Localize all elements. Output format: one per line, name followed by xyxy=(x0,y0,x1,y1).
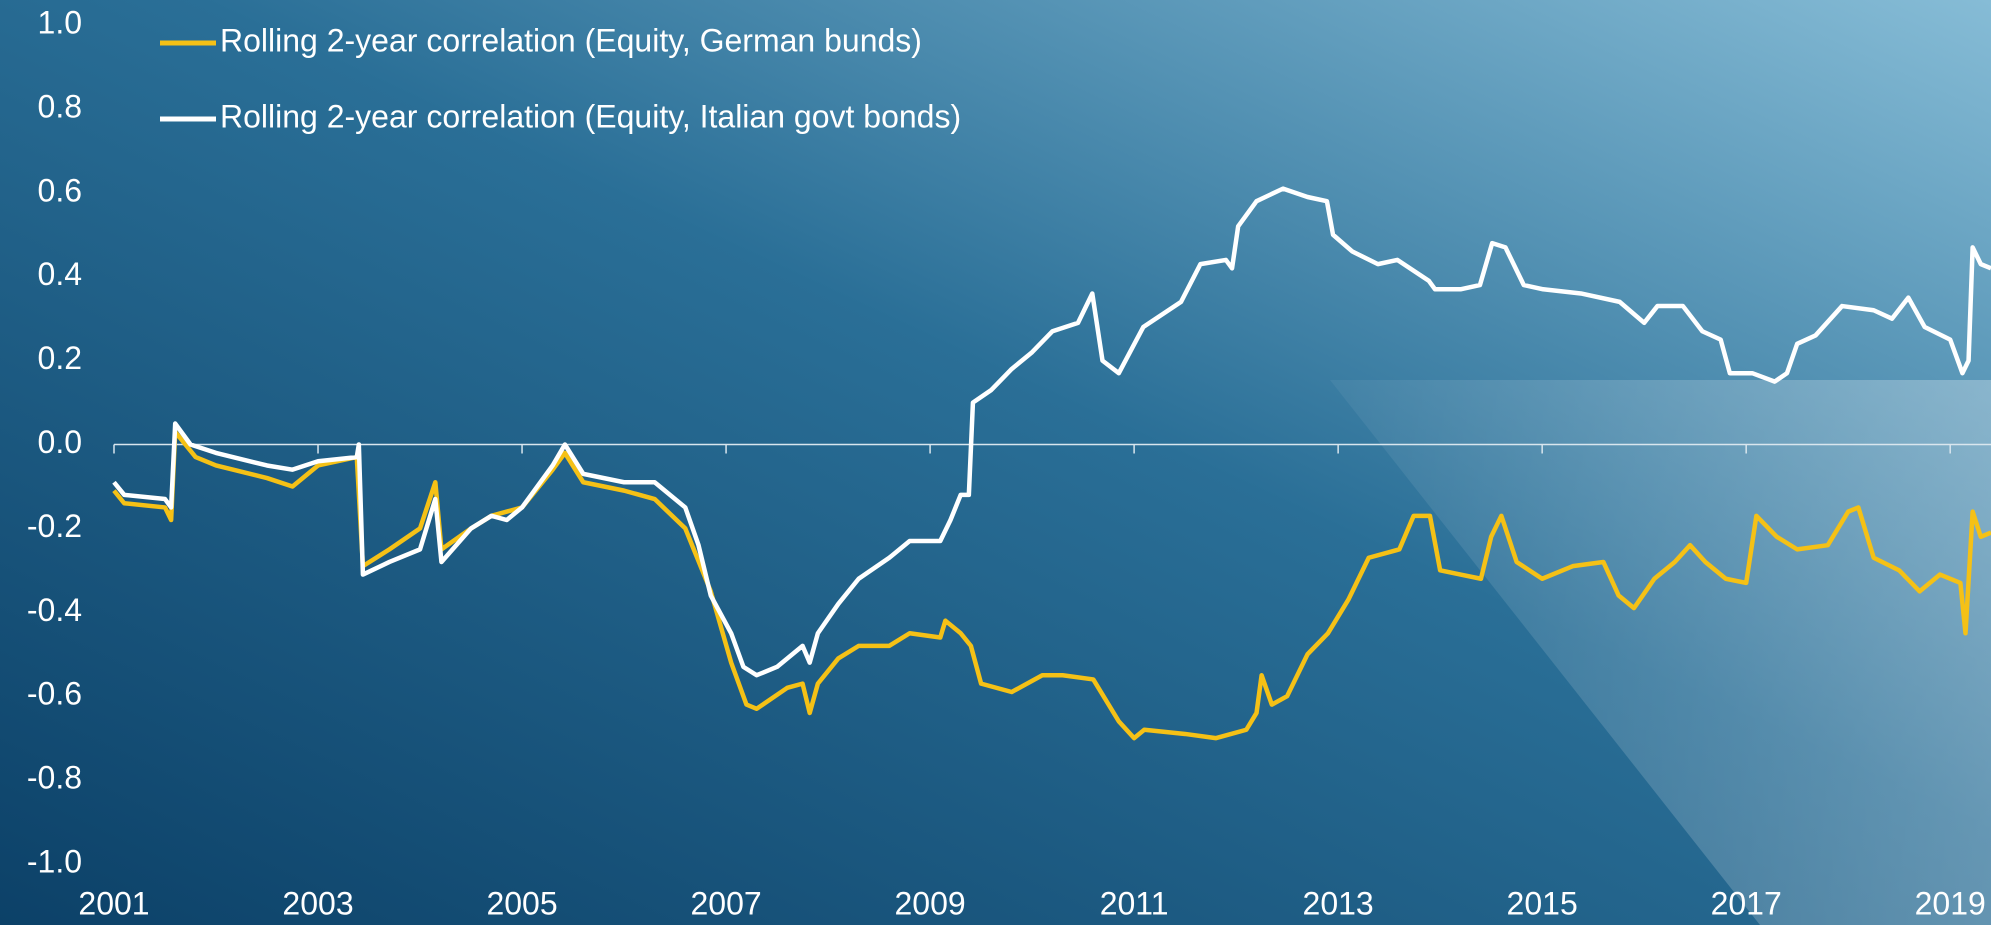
y-tick-label: 0.4 xyxy=(38,256,82,292)
legend-label: Rolling 2-year correlation (Equity, Germ… xyxy=(220,22,922,58)
x-tick-label: 2005 xyxy=(486,885,557,921)
x-tick-label: 2013 xyxy=(1303,885,1374,921)
y-tick-label: 1.0 xyxy=(38,4,82,40)
background-band xyxy=(1330,380,1991,925)
x-tick-label: 2001 xyxy=(78,885,149,921)
y-tick-label: 0.0 xyxy=(38,424,82,460)
y-tick-label: -0.2 xyxy=(27,508,82,544)
y-tick-label: -1.0 xyxy=(27,843,82,879)
x-tick-label: 2007 xyxy=(690,885,761,921)
y-tick-label: -0.8 xyxy=(27,760,82,796)
series-line xyxy=(112,186,1991,678)
x-tick-label: 2003 xyxy=(282,885,353,921)
x-tick-label: 2017 xyxy=(1711,885,1782,921)
y-tick-label: 0.6 xyxy=(38,172,82,208)
y-tick-label: -0.4 xyxy=(27,592,82,628)
x-tick-label: 2015 xyxy=(1507,885,1578,921)
x-tick-label: 2019 xyxy=(1915,885,1986,921)
y-tick-label: 0.8 xyxy=(38,88,82,124)
series-line xyxy=(112,429,1991,741)
x-tick-label: 2009 xyxy=(894,885,965,921)
legend-label: Rolling 2-year correlation (Equity, Ital… xyxy=(220,98,961,134)
x-tick-label: 2011 xyxy=(1100,885,1169,921)
y-tick-label: -0.6 xyxy=(27,676,82,712)
y-tick-label: 0.2 xyxy=(38,340,82,376)
